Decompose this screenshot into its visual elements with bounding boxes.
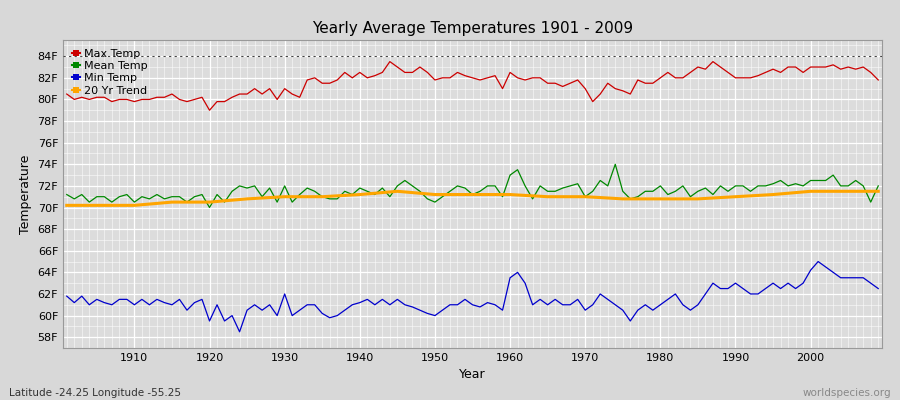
Title: Yearly Average Temperatures 1901 - 2009: Yearly Average Temperatures 1901 - 2009: [312, 21, 633, 36]
Y-axis label: Temperature: Temperature: [19, 154, 32, 234]
Legend: Max Temp, Mean Temp, Min Temp, 20 Yr Trend: Max Temp, Mean Temp, Min Temp, 20 Yr Tre…: [68, 46, 151, 99]
X-axis label: Year: Year: [459, 368, 486, 382]
Text: Latitude -24.25 Longitude -55.25: Latitude -24.25 Longitude -55.25: [9, 388, 181, 398]
Text: worldspecies.org: worldspecies.org: [803, 388, 891, 398]
